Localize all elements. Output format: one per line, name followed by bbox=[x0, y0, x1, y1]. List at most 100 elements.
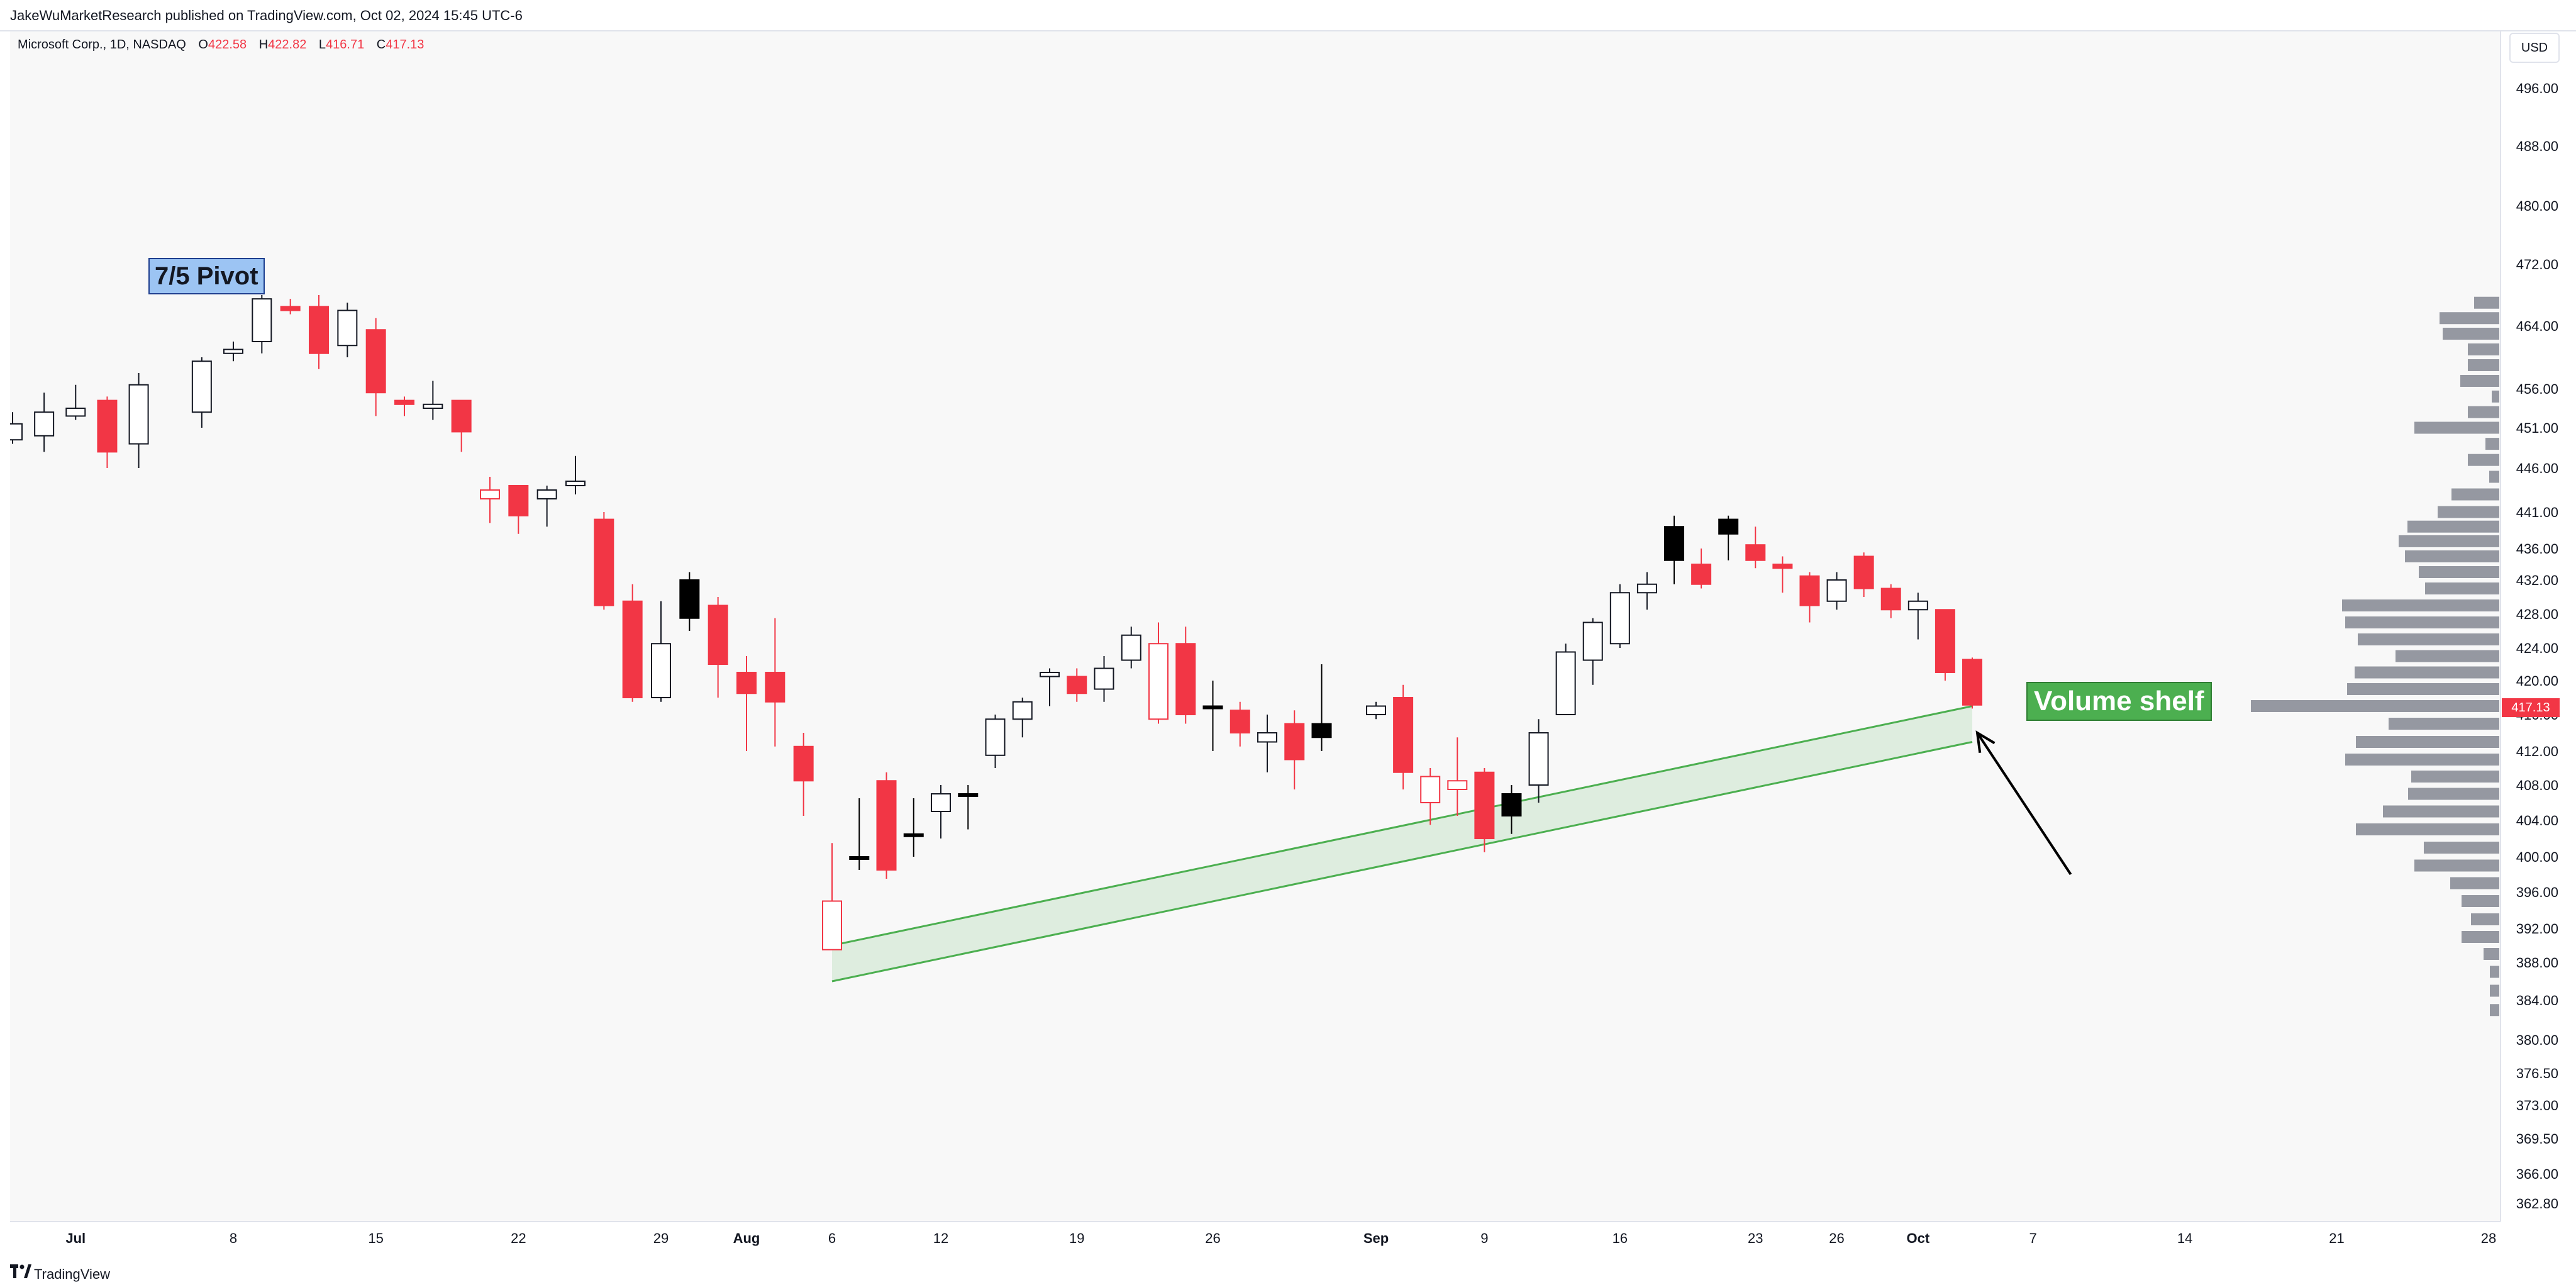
volume-shelf-annotation[interactable]: Volume shelf bbox=[2026, 682, 2212, 721]
candle-body bbox=[1880, 588, 1901, 611]
candle-body bbox=[536, 489, 557, 499]
volume-profile-bar bbox=[2492, 390, 2499, 403]
y-tick-label: 380.00 bbox=[2516, 1032, 2558, 1048]
candle-body bbox=[679, 579, 700, 619]
y-tick-label: 420.00 bbox=[2516, 673, 2558, 689]
time-scale-panel bbox=[10, 1222, 2501, 1258]
x-tick-label: 26 bbox=[1829, 1230, 1844, 1246]
x-tick-label: 28 bbox=[2481, 1230, 2496, 1246]
last-price-tag: 417.13 bbox=[2502, 698, 2560, 717]
volume-profile-bar bbox=[2425, 582, 2499, 594]
arrow-head bbox=[1975, 730, 1996, 753]
volume-profile-bar bbox=[2462, 895, 2499, 907]
volume-profile-bar bbox=[2468, 343, 2499, 355]
candle-body bbox=[931, 793, 951, 812]
candle-body bbox=[1935, 609, 1955, 673]
y-tick-label: 496.00 bbox=[2516, 81, 2558, 96]
arrow-shaft bbox=[1976, 732, 2072, 876]
volume-profile-bar bbox=[2345, 754, 2499, 766]
candle-body bbox=[1420, 776, 1441, 803]
volume-profile-bar bbox=[2443, 328, 2499, 340]
candle-body bbox=[1474, 771, 1495, 839]
y-tick-label: 480.00 bbox=[2516, 198, 2558, 214]
volume-profile-bar bbox=[2345, 616, 2499, 628]
x-tick-label: 14 bbox=[2177, 1230, 2192, 1246]
candle-body bbox=[451, 399, 472, 433]
x-tick-label: 12 bbox=[933, 1230, 948, 1246]
volume-profile-bar bbox=[2411, 771, 2499, 783]
y-tick-label: 396.00 bbox=[2516, 884, 2558, 900]
open-label: O bbox=[198, 38, 208, 52]
candle-body bbox=[1311, 723, 1332, 738]
volume-profile-bar bbox=[2414, 421, 2499, 434]
volume-profile-bar bbox=[2405, 550, 2499, 562]
volume-profile-bar bbox=[2468, 406, 2499, 418]
price-scale-panel bbox=[2501, 31, 2576, 1258]
candle-body bbox=[1718, 518, 1739, 535]
candle-body bbox=[309, 306, 329, 354]
y-tick-label: 436.00 bbox=[2516, 541, 2558, 557]
x-tick-label: Sep bbox=[1363, 1230, 1389, 1246]
candle-body bbox=[1664, 526, 1684, 561]
candle-body bbox=[876, 780, 897, 871]
candle-body bbox=[903, 833, 924, 837]
volume-profile-bar bbox=[2347, 683, 2499, 695]
x-tick-label: 6 bbox=[828, 1230, 836, 1246]
open-value: 422.58 bbox=[208, 38, 247, 52]
x-tick-label: 29 bbox=[653, 1230, 669, 1246]
candle-body bbox=[1202, 705, 1223, 710]
volume-profile-bar bbox=[2399, 535, 2499, 547]
x-tick-label: Oct bbox=[1906, 1230, 1929, 1246]
low-value: 416.71 bbox=[326, 38, 365, 52]
y-tick-label: 369.50 bbox=[2516, 1131, 2558, 1147]
volume-profile-bar bbox=[2414, 859, 2499, 872]
candle-body bbox=[223, 348, 243, 354]
symbol-name: Microsoft Corp., 1D, NASDAQ bbox=[18, 38, 186, 52]
y-tick-label: 392.00 bbox=[2516, 921, 2558, 937]
candle-body bbox=[822, 900, 842, 950]
volume-profile-bar bbox=[2451, 488, 2499, 501]
candle-body bbox=[1284, 723, 1305, 760]
volume-profile-bar bbox=[2468, 454, 2499, 466]
candle-body bbox=[1121, 634, 1141, 661]
candle-body bbox=[1393, 697, 1414, 773]
candle-body bbox=[10, 423, 23, 441]
volume-profile-bar bbox=[2471, 913, 2499, 925]
x-tick-label: 7 bbox=[2029, 1230, 2036, 1246]
candle-body bbox=[280, 306, 301, 311]
tradingview-brand: TradingView bbox=[34, 1266, 111, 1282]
volume-profile-bar bbox=[2490, 984, 2499, 997]
candle-body bbox=[1528, 732, 1549, 786]
candle-body bbox=[765, 672, 786, 703]
volume-profile-bar bbox=[2356, 823, 2499, 835]
x-tick-label: 8 bbox=[230, 1230, 237, 1246]
candle-body bbox=[1447, 780, 1468, 790]
candle-body bbox=[1609, 592, 1630, 645]
x-tick-label: 23 bbox=[1748, 1230, 1763, 1246]
y-tick-label: 451.00 bbox=[2516, 420, 2558, 436]
y-tick-label: 428.00 bbox=[2516, 606, 2558, 622]
volume-profile-bar bbox=[2251, 700, 2499, 712]
y-tick-label: 362.80 bbox=[2516, 1196, 2558, 1212]
volume-profile-bar bbox=[2358, 633, 2499, 645]
currency-button[interactable]: USD bbox=[2509, 33, 2560, 63]
pivot-annotation[interactable]: 7/5 Pivot bbox=[148, 258, 265, 294]
candle-body bbox=[508, 485, 529, 516]
candle-body bbox=[1799, 575, 1820, 606]
y-tick-label: 373.00 bbox=[2516, 1098, 2558, 1113]
volume-profile-bar bbox=[2424, 842, 2499, 854]
volume-profile-bar bbox=[2356, 736, 2499, 748]
candle-body bbox=[708, 604, 728, 665]
x-tick-label: 21 bbox=[2329, 1230, 2344, 1246]
volume-profile-bar bbox=[2468, 359, 2499, 371]
volume-profile-bar bbox=[2490, 966, 2499, 978]
volume-profile-bar bbox=[2396, 650, 2499, 662]
y-tick-label: 366.00 bbox=[2516, 1166, 2558, 1182]
candle-body bbox=[1826, 579, 1847, 602]
volume-profile-bar bbox=[2355, 666, 2499, 679]
volume-profile-bar bbox=[2484, 948, 2499, 960]
chart-area[interactable]: 362.80 366.00 369.50 373.00 376.50 380.00 384.… bbox=[10, 31, 2576, 1258]
candle-body bbox=[34, 411, 55, 437]
candlestick-chart[interactable]: 362.80 366.00 369.50 373.00 376.50 380.00 384.… bbox=[10, 31, 2576, 1258]
candle-body bbox=[1907, 600, 1928, 611]
